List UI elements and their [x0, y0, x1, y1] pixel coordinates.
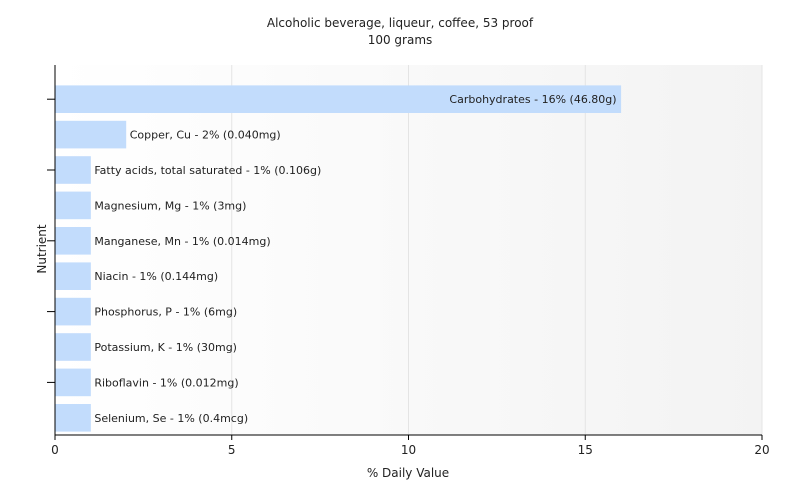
chart-subtitle: 100 grams [368, 33, 433, 47]
bar [55, 120, 127, 149]
x-tick-label: 0 [51, 443, 59, 457]
bar [55, 226, 91, 255]
x-axis-ticks: 0 5 10 15 20 [51, 435, 770, 457]
bar [55, 368, 91, 397]
bar [55, 333, 91, 361]
bar [55, 85, 622, 114]
bar-label: Phosphorus, P - 1% (6mg) [94, 306, 237, 319]
bar-label: Riboflavin - 1% (0.012mg) [94, 376, 238, 389]
bar-labels: Carbohydrates - 16% (46.80g) Copper, Cu -… [94, 93, 616, 425]
bar-label: Manganese, Mn - 1% (0.014mg) [94, 235, 270, 248]
bar-label: Fatty acids, total saturated - 1% (0.106… [94, 164, 321, 177]
bar [55, 297, 91, 326]
bar-label: Selenium, Se - 1% (0.4mcg) [94, 412, 248, 425]
bars [55, 85, 622, 432]
x-axis-label: % Daily Value [367, 466, 449, 480]
x-tick-label: 20 [754, 443, 769, 457]
bar-label: Carbohydrates - 16% (46.80g) [449, 93, 616, 106]
bar-label: Potassium, K - 1% (30mg) [94, 341, 237, 354]
y-axis-label: Nutrient [35, 224, 49, 274]
bar [55, 156, 91, 184]
bar [55, 403, 91, 432]
chart-title: Alcoholic beverage, liqueur, coffee, 53 … [267, 16, 534, 30]
bar-label: Niacin - 1% (0.144mg) [94, 270, 218, 283]
bar [55, 191, 91, 220]
x-tick-label: 10 [401, 443, 416, 457]
bar [55, 262, 91, 291]
x-tick-label: 15 [578, 443, 593, 457]
y-axis-ticks [47, 98, 55, 383]
bar-label: Copper, Cu - 2% (0.040mg) [130, 129, 281, 142]
x-tick-label: 5 [228, 443, 236, 457]
bar-label: Magnesium, Mg - 1% (3mg) [94, 199, 246, 212]
grid-lines [231, 65, 763, 435]
